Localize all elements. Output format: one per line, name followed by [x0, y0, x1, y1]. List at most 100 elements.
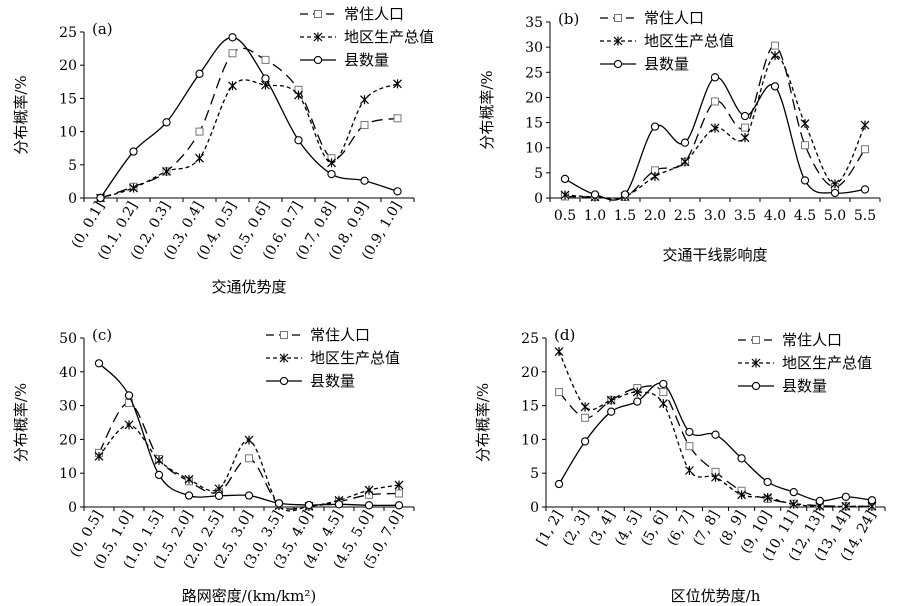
series-line-3 — [99, 36, 398, 199]
y-tick-label: 20 — [59, 58, 77, 74]
data-point-s3-4 — [633, 397, 642, 406]
y-tick-label: 5 — [68, 158, 77, 174]
legend-marker-1 — [314, 10, 322, 18]
legend-marker-2 — [313, 32, 323, 42]
data-point-s3-5 — [680, 138, 690, 147]
panel-label: (d) — [554, 326, 575, 344]
x-tick-label: 5.0 — [824, 208, 846, 224]
data-point-s2-8 — [327, 158, 336, 168]
y-tick-label: 5 — [534, 166, 543, 182]
x-tick-label: 3.0 — [704, 208, 726, 224]
y-tick-label: 35 — [525, 15, 543, 31]
data-point-s1-8 — [771, 41, 779, 50]
y-tick-label: 30 — [59, 399, 77, 415]
data-point-s3-9 — [800, 176, 810, 185]
data-point-s3-10 — [393, 187, 402, 196]
data-point-s3-9 — [763, 477, 772, 487]
data-point-s1-7 — [741, 123, 749, 132]
legend-marker-3 — [751, 381, 761, 391]
y-tick-label: 0 — [534, 191, 543, 207]
legend-label-1: 常住人口 — [644, 9, 704, 27]
data-point-s3-7 — [740, 111, 750, 121]
data-point-s3-1 — [96, 193, 105, 203]
data-point-s2-3 — [154, 455, 164, 465]
data-point-s3-9 — [334, 500, 344, 509]
legend-label-2: 地区生产总值 — [644, 32, 734, 50]
y-tick-label: 25 — [521, 331, 539, 347]
data-point-s1-6 — [261, 55, 270, 64]
x-tick-label: 1.5 — [614, 208, 636, 224]
data-point-s3-11 — [815, 496, 824, 506]
x-tick-label: 4.5 — [794, 208, 816, 224]
data-point-s3-4 — [195, 69, 204, 78]
data-point-s3-6 — [244, 491, 254, 500]
panel-label: (b) — [558, 10, 579, 28]
legend-marker-1 — [752, 336, 760, 344]
data-point-s3-11 — [394, 501, 404, 510]
legend-label-1: 常住人口 — [782, 331, 842, 349]
data-point-s3-2 — [129, 147, 138, 156]
y-tick-label: 10 — [521, 432, 539, 448]
chart-panel-2: 0 5 10 15 20 25 30 35 0.5 1.0 1.5 2.0 2.5 3.0 3.5 4.0 4.… — [478, 9, 881, 264]
data-point-s2-10 — [830, 179, 840, 189]
series-line-1 — [558, 385, 872, 508]
legend-marker-1 — [614, 14, 622, 22]
legend-label-3: 县数量 — [644, 55, 689, 73]
series-line-2 — [564, 55, 866, 199]
data-point-s3-10 — [830, 188, 840, 198]
data-point-s2-9 — [800, 119, 810, 129]
data-point-s3-10 — [789, 487, 798, 497]
panel-label: (c) — [92, 326, 112, 344]
data-point-s2-12 — [841, 501, 851, 511]
y-tick-label: 0 — [68, 500, 77, 516]
data-point-s2-4 — [650, 171, 660, 181]
x-tick-label: 5.5 — [854, 208, 876, 224]
legend-marker-2 — [751, 358, 761, 368]
data-point-s3-2 — [590, 190, 600, 199]
data-point-s3-12 — [841, 492, 851, 502]
x-tick-label: 0.5 — [554, 208, 576, 224]
legend-label-3: 县数量 — [782, 377, 827, 395]
y-axis-label: 分布概率/% — [12, 75, 30, 154]
data-point-s1-6 — [245, 454, 253, 463]
data-point-s1-6 — [711, 97, 719, 106]
legend-label-1: 常住人口 — [344, 5, 404, 23]
y-axis-label: 分布概率/% — [474, 383, 492, 462]
data-point-s3-6 — [710, 73, 720, 82]
data-point-s1-6 — [685, 442, 694, 451]
data-point-s1-2 — [581, 413, 590, 422]
data-point-s1-11 — [395, 489, 403, 498]
data-point-s3-3 — [162, 118, 171, 127]
x-tick-label: 2.0 — [644, 208, 666, 224]
y-tick-label: 10 — [59, 466, 77, 482]
data-point-s3-4 — [650, 122, 660, 131]
data-point-s3-7 — [274, 499, 284, 508]
data-point-s2-10 — [364, 485, 374, 495]
data-point-s3-8 — [304, 500, 314, 510]
data-point-s2-11 — [860, 120, 870, 130]
legend-label-2: 地区生产总值 — [344, 28, 434, 46]
data-point-s2-5 — [680, 157, 690, 167]
data-point-s2-8 — [737, 490, 747, 500]
x-tick-label: 2.5 — [674, 208, 696, 224]
data-point-s3-7 — [294, 136, 303, 145]
x-axis-label: 交通优势度 — [211, 278, 286, 296]
legend-marker-3 — [613, 59, 623, 69]
x-axis-label: 路网密度/(km/km²) — [182, 587, 316, 605]
y-tick-label: 10 — [525, 141, 543, 157]
y-tick-label: 0 — [530, 500, 539, 516]
data-point-s2-9 — [763, 493, 773, 503]
y-axis-label: 分布概率/% — [478, 70, 496, 149]
data-point-s3-3 — [154, 470, 164, 480]
data-point-s2-9 — [360, 95, 369, 105]
data-point-s3-6 — [685, 427, 694, 437]
y-tick-label: 15 — [521, 399, 539, 415]
legend-label-1: 常住人口 — [310, 326, 370, 344]
legend-label-3: 县数量 — [310, 372, 355, 390]
data-point-s1-5 — [228, 49, 237, 58]
data-point-s3-5 — [659, 379, 668, 389]
